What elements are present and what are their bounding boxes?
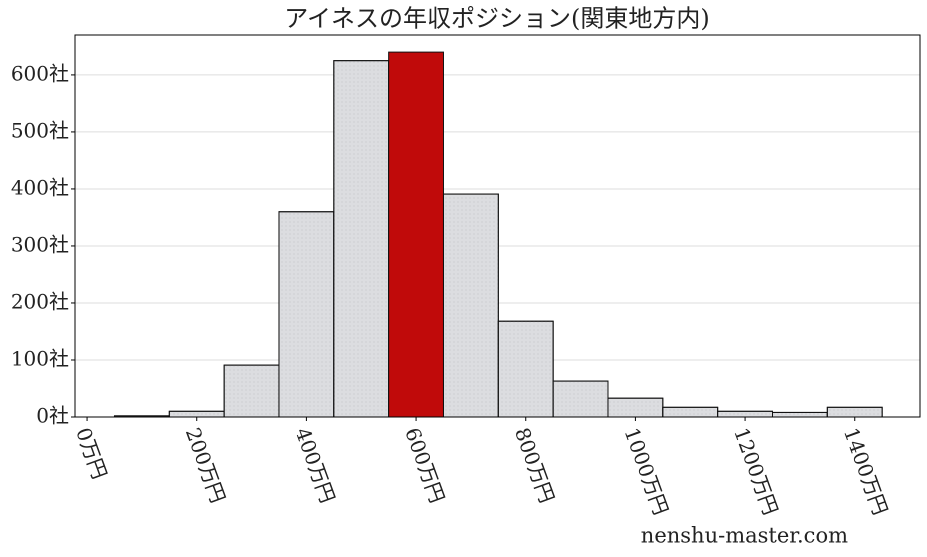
bar-hatch (662, 406, 719, 418)
bar-hatch (552, 380, 609, 418)
y-tick-label: 500社 (11, 118, 69, 142)
bar-hatch (497, 320, 554, 418)
x-tick-label: 1000万円 (620, 424, 674, 518)
plot-frame (74, 34, 921, 418)
watermark: nenshu-master.com (641, 524, 848, 548)
bar-hatch (826, 406, 883, 418)
y-tick-label: 200社 (11, 289, 69, 313)
chart-title: アイネスの年収ポジション(関東地方内) (284, 5, 710, 33)
x-tick-label: 1200万円 (729, 424, 783, 518)
x-tick-label: 200万円 (181, 424, 230, 506)
x-tick-label: 600万円 (400, 424, 449, 506)
y-tick-label: 0社 (36, 404, 69, 428)
bar-hatch (607, 397, 664, 418)
bar-hatch (442, 193, 499, 418)
bar-hatch (278, 211, 335, 418)
bar-hatch (223, 364, 280, 418)
bar-hatch (717, 410, 773, 418)
y-tick-label: 600社 (11, 61, 69, 85)
x-tick-label: 0万円 (71, 424, 112, 482)
y-tick-label: 100社 (11, 346, 69, 370)
bar-hatch (168, 410, 225, 418)
bar (388, 51, 444, 418)
bar-hatch (771, 411, 828, 418)
y-tick-label: 400社 (11, 175, 69, 199)
x-tick-label: 400万円 (291, 424, 340, 506)
y-tick-label: 300社 (11, 232, 69, 256)
x-tick-label: 1400万円 (839, 424, 893, 518)
x-tick-label: 800万円 (510, 424, 559, 506)
bar-hatch (333, 60, 390, 418)
